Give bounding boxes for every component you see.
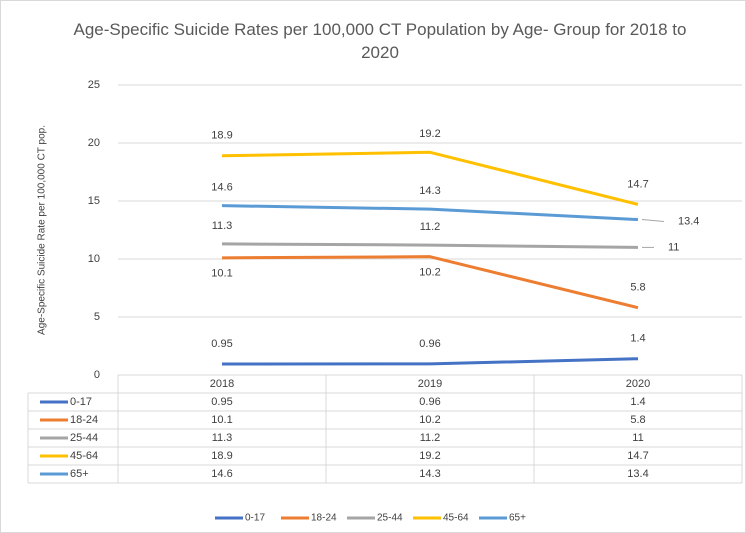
data-label: 5.8	[630, 282, 645, 294]
data-label: 10.2	[419, 267, 440, 279]
data-label: 19.2	[419, 128, 440, 140]
table-cell: 10.1	[211, 414, 232, 426]
table-row-label: 45-64	[70, 450, 98, 462]
y-axis-label: Age-Specific Suicide Rate per 100,000 CT…	[37, 125, 48, 335]
table-cell: 14.3	[419, 468, 440, 480]
chart-title: Age-Specific Suicide Rates per 100,000 C…	[73, 20, 687, 62]
table-cell: 14.7	[627, 450, 648, 462]
y-tick-label: 25	[88, 79, 100, 91]
table-cell: 11.3	[212, 432, 233, 444]
series-line	[221, 204, 639, 222]
x-tick-label: 2020	[626, 378, 650, 390]
data-label: 11.3	[212, 220, 233, 232]
data-label: 14.7	[627, 178, 648, 190]
table-cell: 11	[632, 432, 643, 444]
series-line	[221, 255, 639, 310]
legend-label: 45-64	[443, 513, 469, 524]
data-label: 1.4	[630, 333, 645, 345]
table-cell: 10.2	[419, 414, 440, 426]
table-cell: 1.4	[630, 396, 645, 408]
data-label: 13.4	[678, 215, 699, 227]
legend-label: 18-24	[311, 513, 337, 524]
table-row-label: 65+	[70, 468, 89, 480]
x-tick-label: 2019	[418, 378, 442, 390]
y-tick-label: 5	[94, 311, 100, 323]
y-tick-label: 20	[88, 137, 100, 149]
table-cell: 14.6	[211, 468, 232, 480]
data-label: 10.1	[211, 268, 232, 280]
x-tick-label: 2018	[210, 378, 234, 390]
data-label: 0.96	[419, 338, 440, 350]
data-label: 11	[668, 241, 679, 253]
table-cell: 0.96	[419, 396, 440, 408]
table-cell: 13.4	[627, 468, 648, 480]
data-label: 18.9	[211, 130, 232, 142]
series-line	[221, 242, 639, 249]
legend-label: 0-17	[245, 513, 265, 524]
data-label: 14.6	[211, 182, 232, 194]
leader-line	[641, 219, 665, 223]
data-label: 14.3	[419, 185, 440, 197]
series-line	[221, 150, 639, 206]
legend-label: 65+	[509, 513, 526, 524]
y-tick-label: 15	[88, 195, 100, 207]
y-tick-label: 10	[88, 253, 100, 265]
series-line	[221, 357, 639, 366]
y-tick-label: 0	[94, 369, 100, 381]
table-cell: 5.8	[630, 414, 645, 426]
legend-label: 25-44	[377, 513, 403, 524]
table-row-label: 25-44	[70, 432, 98, 444]
table-cell: 19.2	[419, 450, 440, 462]
table-cell: 11.2	[420, 432, 441, 444]
table-row-label: 18-24	[70, 414, 98, 426]
table-cell: 0.95	[211, 396, 232, 408]
table-cell: 18.9	[211, 450, 232, 462]
table-row-label: 0-17	[70, 396, 92, 408]
data-label: 0.95	[211, 338, 232, 350]
data-label: 11.2	[420, 221, 441, 233]
